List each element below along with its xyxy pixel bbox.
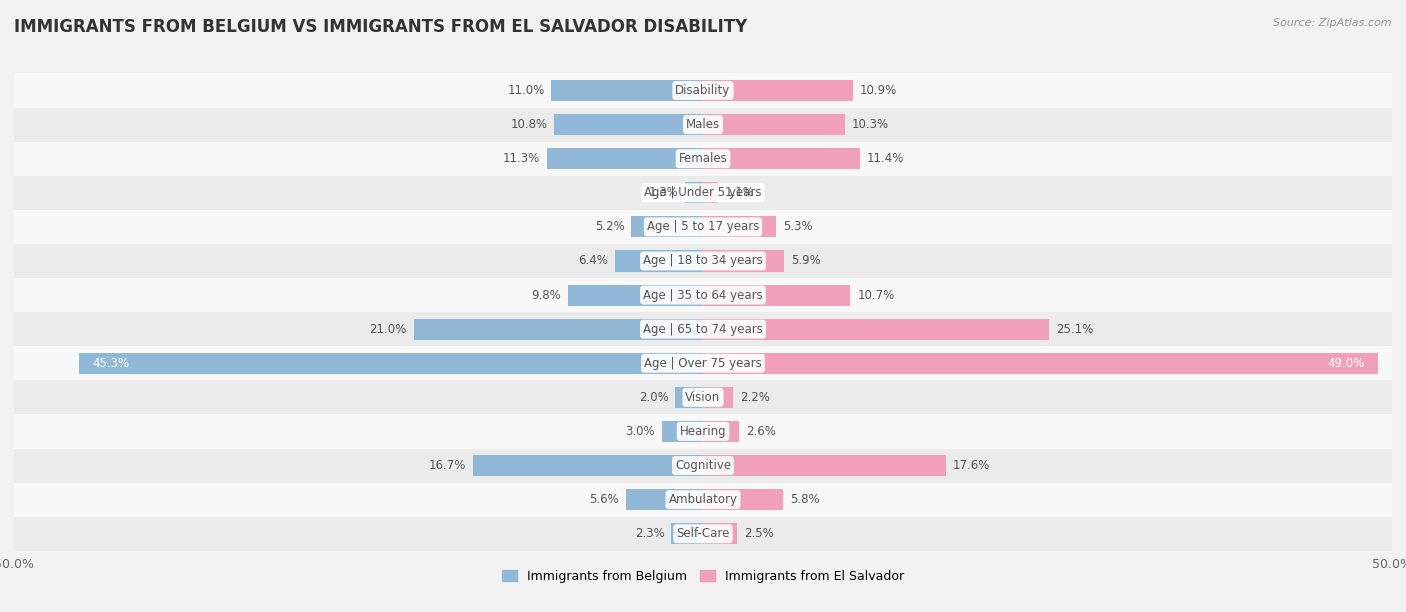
Bar (703, 353, 1378, 374)
Bar (703, 421, 738, 442)
Bar (14, 108, 1392, 141)
Bar (14, 483, 1392, 517)
Bar (14, 278, 1392, 312)
Text: 49.0%: 49.0% (1327, 357, 1364, 370)
Text: Vision: Vision (685, 391, 721, 404)
Bar (703, 387, 734, 408)
Text: 2.3%: 2.3% (634, 528, 665, 540)
Bar (703, 489, 783, 510)
Text: Age | Over 75 years: Age | Over 75 years (644, 357, 762, 370)
Bar (703, 285, 851, 305)
Text: 5.2%: 5.2% (595, 220, 624, 233)
Text: Age | 35 to 64 years: Age | 35 to 64 years (643, 289, 763, 302)
Bar (703, 250, 785, 272)
Text: 1.3%: 1.3% (648, 186, 678, 200)
Text: Age | 18 to 34 years: Age | 18 to 34 years (643, 255, 763, 267)
Bar (703, 523, 738, 544)
Text: 10.8%: 10.8% (510, 118, 547, 131)
Text: 16.7%: 16.7% (429, 459, 465, 472)
Legend: Immigrants from Belgium, Immigrants from El Salvador: Immigrants from Belgium, Immigrants from… (498, 564, 908, 588)
Text: Males: Males (686, 118, 720, 131)
Bar (631, 216, 703, 237)
Text: IMMIGRANTS FROM BELGIUM VS IMMIGRANTS FROM EL SALVADOR DISABILITY: IMMIGRANTS FROM BELGIUM VS IMMIGRANTS FR… (14, 18, 748, 36)
Text: 5.3%: 5.3% (783, 220, 813, 233)
Bar (703, 182, 718, 203)
Text: 5.9%: 5.9% (792, 255, 821, 267)
Text: 6.4%: 6.4% (578, 255, 607, 267)
Bar (568, 285, 703, 305)
Bar (554, 114, 703, 135)
Bar (662, 421, 703, 442)
Text: Cognitive: Cognitive (675, 459, 731, 472)
Bar (14, 414, 1392, 449)
Text: 25.1%: 25.1% (1056, 323, 1092, 335)
Bar (703, 216, 776, 237)
Bar (547, 148, 703, 170)
Text: 21.0%: 21.0% (370, 323, 406, 335)
Bar (551, 80, 703, 101)
Bar (79, 353, 703, 374)
Bar (14, 380, 1392, 414)
Text: 5.6%: 5.6% (589, 493, 619, 506)
Text: 2.5%: 2.5% (744, 528, 775, 540)
Bar (413, 319, 703, 340)
Text: Age | 65 to 74 years: Age | 65 to 74 years (643, 323, 763, 335)
Text: 9.8%: 9.8% (531, 289, 561, 302)
Text: 2.6%: 2.6% (745, 425, 776, 438)
Text: 3.0%: 3.0% (626, 425, 655, 438)
Text: Age | 5 to 17 years: Age | 5 to 17 years (647, 220, 759, 233)
Bar (14, 141, 1392, 176)
Bar (14, 244, 1392, 278)
Text: 45.3%: 45.3% (93, 357, 129, 370)
Text: Ambulatory: Ambulatory (668, 493, 738, 506)
Bar (14, 210, 1392, 244)
Text: Disability: Disability (675, 84, 731, 97)
Bar (14, 517, 1392, 551)
Bar (14, 346, 1392, 380)
Bar (626, 489, 703, 510)
Text: Self-Care: Self-Care (676, 528, 730, 540)
Bar (675, 387, 703, 408)
Bar (14, 449, 1392, 483)
Text: 2.2%: 2.2% (740, 391, 770, 404)
Text: 10.3%: 10.3% (852, 118, 889, 131)
Bar (703, 319, 1049, 340)
Text: 2.0%: 2.0% (638, 391, 669, 404)
Text: Age | Under 5 years: Age | Under 5 years (644, 186, 762, 200)
Text: 1.1%: 1.1% (725, 186, 755, 200)
Text: Females: Females (679, 152, 727, 165)
Bar (703, 114, 845, 135)
Text: 5.8%: 5.8% (790, 493, 820, 506)
Text: 17.6%: 17.6% (952, 459, 990, 472)
Bar (703, 80, 853, 101)
Bar (14, 176, 1392, 210)
Bar (472, 455, 703, 476)
Text: 11.4%: 11.4% (868, 152, 904, 165)
Bar (614, 250, 703, 272)
Bar (14, 312, 1392, 346)
Text: 11.3%: 11.3% (503, 152, 540, 165)
Text: Hearing: Hearing (679, 425, 727, 438)
Text: 11.0%: 11.0% (508, 84, 544, 97)
Bar (685, 182, 703, 203)
Bar (14, 73, 1392, 108)
Text: 10.9%: 10.9% (860, 84, 897, 97)
Text: 10.7%: 10.7% (858, 289, 894, 302)
Bar (703, 455, 945, 476)
Text: Source: ZipAtlas.com: Source: ZipAtlas.com (1274, 18, 1392, 28)
Bar (703, 148, 860, 170)
Bar (671, 523, 703, 544)
